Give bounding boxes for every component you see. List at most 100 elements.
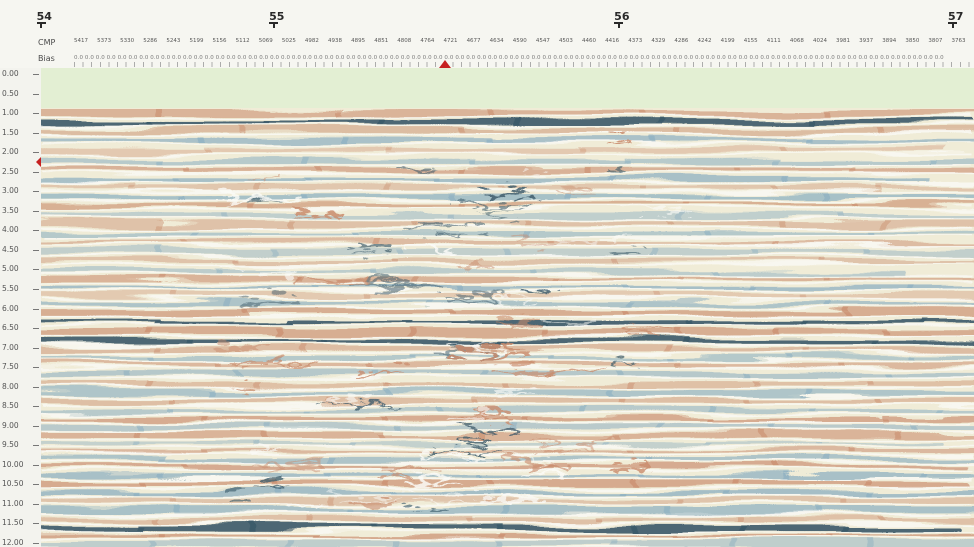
time-tick (33, 464, 39, 466)
time-tick-label: 8.50 (2, 401, 19, 411)
time-tick-label: 6.50 (2, 323, 19, 333)
time-tick (33, 543, 39, 544)
time-tick (33, 484, 39, 486)
time-tick (33, 503, 39, 505)
cmp-value: 4721 (443, 38, 458, 44)
time-tick-label: 9.00 (2, 420, 19, 430)
cmp-value: 4068 (789, 38, 804, 44)
time-tick (33, 406, 39, 408)
time-tick-label: 7.50 (2, 362, 19, 372)
cmp-value: 4938 (328, 38, 343, 44)
well-label: 54 (36, 10, 52, 23)
cmp-value: 4460 (582, 38, 597, 44)
cmp-value: 5243 (166, 38, 181, 44)
time-tick (33, 523, 39, 525)
time-tick-label: 2.00 (2, 147, 19, 157)
bias-values: 0.0 0.0 0.0 0.0 0.0 0.0 0.0 0.0 0.0 0.0 … (74, 55, 944, 61)
time-tick (33, 152, 39, 154)
cmp-value: 4547 (535, 38, 550, 44)
time-tick (33, 328, 39, 330)
cmp-value: 5025 (281, 38, 296, 44)
time-tick (33, 445, 39, 447)
time-tick-label: 6.00 (2, 303, 19, 313)
time-tick-label: 5.00 (2, 264, 19, 274)
cmp-value: 4677 (466, 38, 481, 44)
bias-row: 0.0 0.0 0.0 0.0 0.0 0.0 0.0 0.0 0.0 0.0 … (74, 55, 970, 67)
well-tick-icon (269, 22, 279, 28)
time-tick-label: 10.50 (2, 479, 24, 489)
time-tick-label: 11.50 (2, 518, 24, 528)
well-label: 56 (614, 10, 630, 23)
cmp-value: 4329 (651, 38, 666, 44)
cmp-value: 4851 (374, 38, 389, 44)
time-tick (33, 288, 39, 290)
cmp-value: 5330 (120, 38, 135, 44)
cmp-value: 4286 (674, 38, 689, 44)
cmp-value: 3807 (928, 38, 943, 44)
time-tick (33, 93, 39, 95)
seismic-plot[interactable] (41, 68, 974, 547)
cmp-value: 5069 (258, 38, 273, 44)
time-tick-label: 4.50 (2, 244, 19, 254)
time-tick-label: 1.50 (2, 127, 19, 137)
time-axis: 0.00 0.50 1.00 1.50 2.00 2.50 3.00 3.50 4.00 4.50… (0, 68, 40, 547)
cmp-value: 5156 (212, 38, 227, 44)
cmp-value: 4982 (304, 38, 319, 44)
cmp-value: 4024 (812, 38, 827, 44)
time-tick-label: 12.00 (2, 538, 24, 547)
time-tick-label: 3.50 (2, 205, 19, 215)
cmp-value: 4895 (351, 38, 366, 44)
cmp-row-label: CMP (38, 38, 56, 47)
time-tick (33, 308, 39, 310)
cmp-value: 5199 (189, 38, 204, 44)
time-tick-label: 0.50 (2, 88, 19, 98)
cmp-value: 4764 (420, 38, 435, 44)
well-tick-icon (36, 22, 46, 28)
cmp-value: 5417 (74, 38, 88, 44)
time-tick (33, 113, 39, 115)
cmp-value: 4590 (512, 38, 527, 44)
time-tick (33, 347, 39, 349)
cmp-value: 5112 (235, 38, 250, 44)
trace-ruler (74, 62, 970, 67)
cmp-value: 4373 (628, 38, 643, 44)
well-label: 55 (269, 10, 285, 23)
time-tick (33, 386, 39, 388)
cmp-values-row: 5417 5373 5330 5286 5243 5199 5156 5112 5069 5025… (74, 38, 970, 48)
time-tick-label: 7.00 (2, 342, 19, 352)
cmp-value: 4416 (605, 38, 620, 44)
time-tick (33, 74, 39, 75)
time-tick (33, 269, 39, 271)
time-tick (33, 210, 39, 212)
section-header: 54 55 56 57 CMP 5417 5373 5330 5286 5243 5199 515… (0, 0, 974, 68)
cmp-value: 4634 (489, 38, 504, 44)
time-tick (33, 367, 39, 369)
cmp-value: 4808 (397, 38, 412, 44)
trace-cursor-icon[interactable] (439, 60, 451, 68)
time-tick (33, 132, 39, 134)
cmp-value: 3763 (951, 38, 966, 44)
time-tick (33, 425, 39, 427)
cmp-value: 3894 (882, 38, 897, 44)
cmp-value: 3981 (836, 38, 851, 44)
time-tick-label: 1.00 (2, 108, 19, 118)
time-tick (33, 171, 39, 173)
time-tick-label: 9.50 (2, 440, 19, 450)
time-tick-label: 10.00 (2, 459, 24, 469)
time-cursor-icon[interactable] (36, 156, 42, 168)
time-tick-label: 11.00 (2, 498, 24, 508)
well-tick-icon (948, 22, 958, 28)
bias-row-label: Bias (38, 54, 55, 63)
cmp-value: 3937 (859, 38, 874, 44)
time-tick-label: 8.00 (2, 381, 19, 391)
time-tick-label: 0.00 (2, 69, 19, 78)
well-tick-icon (614, 22, 624, 28)
cmp-value: 4503 (558, 38, 573, 44)
cmp-value: 4199 (720, 38, 735, 44)
time-tick-label: 3.00 (2, 186, 19, 196)
time-tick (33, 191, 39, 193)
time-tick-label: 5.50 (2, 283, 19, 293)
cmp-value: 5373 (97, 38, 112, 44)
time-tick-label: 4.00 (2, 225, 19, 235)
